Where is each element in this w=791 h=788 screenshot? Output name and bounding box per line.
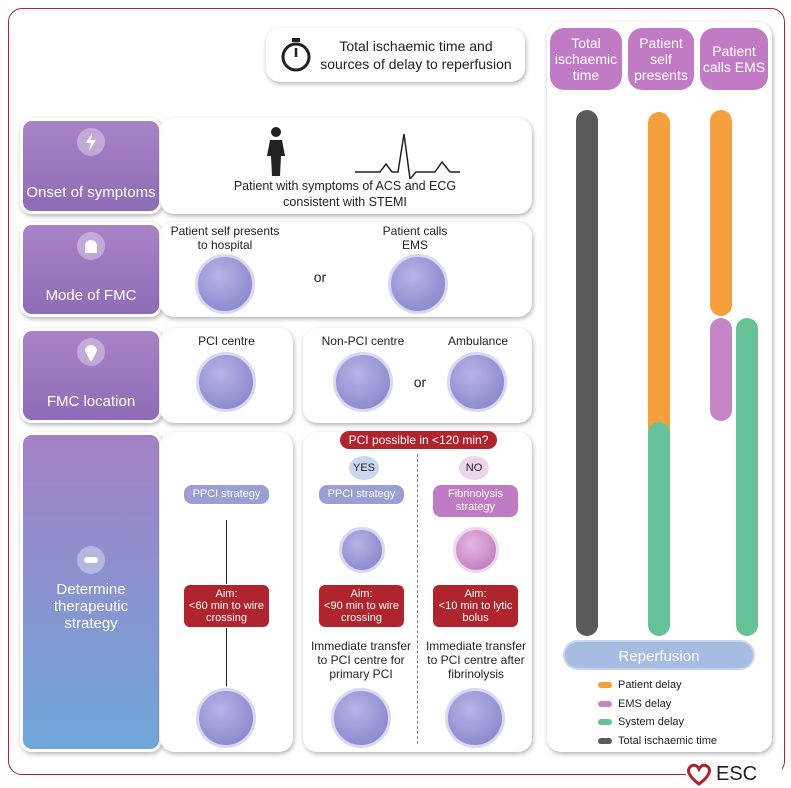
or-text: or [313,269,327,285]
column-header: Total ischaemic time [550,28,622,90]
aim-box: Aim: <60 min to wire crossing [184,585,269,627]
onset-text: Patient with symptoms of ACS and ECG con… [233,179,457,209]
logo-heart [687,763,711,786]
next-step: Immediate transfer to PCI centre for pri… [310,639,412,681]
mode-text: Patient calls EMS [382,224,448,252]
legend-label: Patient delay [618,679,682,691]
row-box: Patient self presents to hospital or Pat… [160,222,532,317]
icon [77,232,105,260]
heart-icon [339,527,385,573]
row-box: Patient with symptoms of ACS and ECG con… [160,118,532,214]
timeline-bar [648,112,670,442]
location-text: Non-PCI centre [321,334,405,348]
icon [77,546,105,574]
heart-icon [196,688,256,748]
aim-label: Aim: [464,588,487,600]
column-header: Patient calls EMS [700,28,768,90]
timeline-bar [710,110,732,316]
frame [8,8,785,775]
car-icon [195,254,255,314]
logo-text: ESC [716,762,758,785]
hospital-icon [333,352,393,412]
stopwatch-icon [281,38,311,72]
location-text: PCI centre [198,334,255,348]
legend-swatch [598,719,612,725]
row-label-text: Onset of symptoms [26,184,156,201]
aim-target: <10 min to lytic bolus [438,600,513,624]
reperfusion: Reperfusion [563,640,755,670]
timeline-bar [710,318,732,421]
yes-badge: YES [349,456,379,480]
timeline-bar [648,422,670,636]
row-label: FMC location [20,328,162,423]
legend-swatch [598,737,612,744]
legend-swatch [598,682,612,688]
ambulance-icon [447,352,507,412]
syringe-icon [453,527,499,573]
icon [77,338,105,366]
title: Total ischaemic time and sources of dela… [320,38,512,72]
aim-box: Aim: <90 min to wire crossing [319,585,404,627]
question: PCI possible in <120 min? [340,431,497,449]
hospital-icon [445,688,505,748]
no-badge: NO [459,456,489,480]
row-label: Onset of symptoms [20,118,162,214]
aim-box: Aim: <10 min to lytic bolus [433,585,518,627]
row-label: Determine therapeutic strategy [20,432,162,752]
icon [77,128,105,156]
row-box: Non-PCI centre or Ambulance [303,328,532,423]
hospital-icon [196,352,256,412]
row-label-text: Mode of FMC [45,287,137,304]
legend-label: EMS delay [618,697,672,710]
mode-text: Patient self presents to hospital [170,224,280,252]
timeline-bar [576,110,598,636]
strategy-pill: Fibrinolysis strategy [433,485,518,517]
row-label: Mode of FMC [20,222,162,317]
legend-label: Total ischaemic time [618,734,718,747]
timeline-bar [736,318,758,636]
strategy-pill: PPCI strategy [319,485,404,504]
aim-target: <90 min to wire crossing [324,600,399,624]
hospital-icon [331,688,391,748]
phone-icon [388,254,448,314]
aim-label: Aim: [350,588,373,600]
row-box: PCI centre [160,328,293,423]
row-box: PPCI strategy Aim: <60 min to wire crossi… [160,432,293,752]
row-label-text: FMC location [46,393,136,410]
legend-swatch [598,700,612,707]
logo: ESC [686,760,782,788]
or-text: or [413,374,427,390]
arrow [226,628,227,686]
next-step: Immediate transfer to PCI centre after f… [425,639,527,681]
column-header: Patient self presents [628,28,694,90]
title-box: Total ischaemic time and sources of dela… [266,28,525,82]
divider [417,454,418,744]
legend-label: System delay [618,716,685,728]
location-text: Ambulance [447,334,509,348]
patient-ecg-icon [267,127,460,179]
row-box: YES NO PPCI strategy Fibrinolysis strate… [303,432,532,752]
aim-target: <60 min to wire crossing [189,600,264,624]
arrow [226,520,227,584]
row-label-text: Determine therapeutic strategy [53,581,129,632]
strategy-pill: PPCI strategy [184,485,269,504]
aim-label: Aim: [215,588,238,600]
